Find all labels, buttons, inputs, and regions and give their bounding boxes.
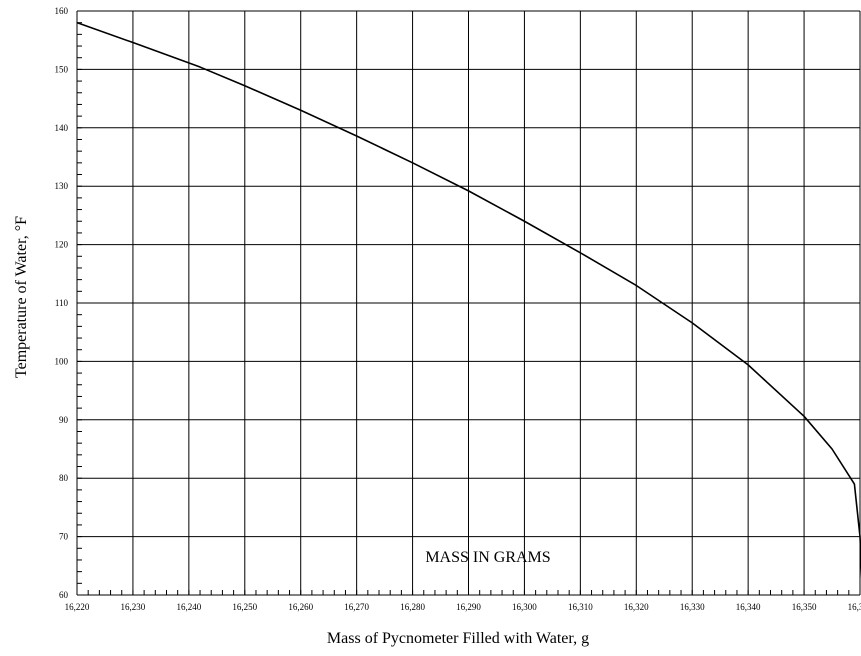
minor-ticks [76, 10, 861, 596]
y-tick-label: 160 [55, 6, 69, 16]
series-layer [76, 21, 861, 579]
x-tick-label: 16,280 [400, 602, 425, 612]
y-tick-label: 90 [59, 415, 69, 425]
y-tick-label: 120 [55, 240, 69, 250]
x-tick-label: 16,360 [848, 602, 861, 612]
x-tick-label: 16,350 [792, 602, 817, 612]
x-tick-label: 16,270 [344, 602, 369, 612]
x-tick-label: 16,330 [680, 602, 705, 612]
x-tick-label: 16,230 [121, 602, 146, 612]
y-tick-label: 80 [59, 473, 69, 483]
y-tick-label: 60 [59, 590, 69, 600]
x-tick-label: 16,290 [456, 602, 481, 612]
y-tick-label: 70 [59, 532, 69, 542]
y-tick-label: 110 [55, 298, 69, 308]
y-tick-label: 130 [55, 181, 69, 191]
y-tick-label: 100 [55, 356, 69, 366]
x-tick-label: 16,260 [288, 602, 313, 612]
x-tick-label: 16,300 [512, 602, 537, 612]
chart-annotation: MASS IN GRAMS [425, 549, 550, 566]
x-tick-label: 16,250 [232, 602, 257, 612]
tick-labels: 16,220 16,230 16,240 16,250 16,260 16,270 16,2… [55, 6, 861, 612]
x-tick-label: 16,240 [176, 602, 201, 612]
y-axis-title: Temperature of Water, °F [13, 216, 30, 378]
x-tick-label: 16,310 [568, 602, 593, 612]
x-tick-label: 16,340 [736, 602, 761, 612]
series-line [76, 21, 861, 579]
y-tick-label: 150 [55, 64, 69, 74]
y-tick-label: 140 [55, 123, 69, 133]
x-tick-label: 16,320 [624, 602, 649, 612]
x-axis-title: Mass of Pycnometer Filled with Water, g [327, 630, 589, 647]
x-tick-label: 16,220 [65, 602, 90, 612]
grid [76, 10, 861, 596]
